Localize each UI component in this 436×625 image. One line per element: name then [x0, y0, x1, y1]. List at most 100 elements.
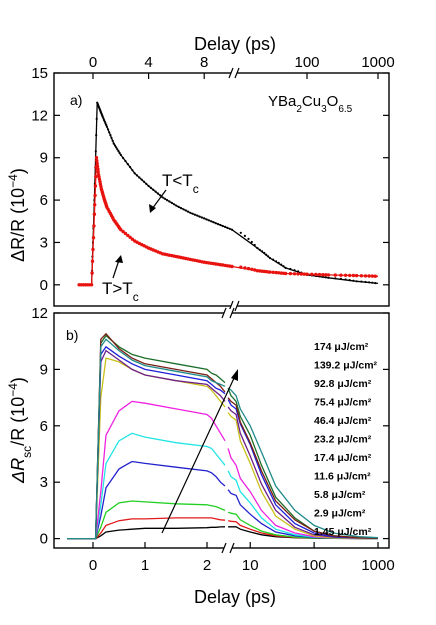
axis-break-mark: [229, 307, 235, 319]
panel-b-y-axis-label: ΔRsc/R (10−4): [6, 377, 34, 484]
data-point: [373, 274, 377, 278]
data-point: [243, 266, 247, 270]
data-point: [177, 205, 180, 208]
data-point: [210, 220, 213, 223]
data-point: [175, 204, 178, 207]
panel-a-frame: [53, 72, 390, 307]
data-point: [314, 272, 318, 277]
data-point: [186, 210, 190, 213]
panel-a-ytick-label: 12: [31, 107, 48, 124]
panel-a-label: a): [70, 92, 82, 108]
data-point: [360, 280, 363, 283]
data-point: [268, 256, 271, 260]
axis-break-gap: [231, 302, 237, 310]
data-point: [147, 184, 150, 188]
fluence-series-long: [227, 397, 379, 539]
axis-break-mark: [221, 542, 227, 554]
legend-entry: 2.9 μJ/cm²: [314, 508, 366, 520]
axis-break-gap: [224, 544, 232, 552]
data-point: [116, 148, 119, 151]
fluence-series-short: [67, 460, 226, 540]
data-point: [138, 176, 141, 179]
data-point: [95, 134, 98, 137]
data-point: [103, 120, 106, 123]
panel-b-series: [67, 332, 379, 540]
panel-a-xtick-label: 8: [200, 54, 208, 71]
data-point: [159, 194, 162, 197]
data-point: [364, 280, 367, 284]
top-x-axis-label: Delay (ps): [194, 34, 276, 54]
legend-entry: 23.2 μJ/cm²: [314, 434, 372, 446]
data-point: [135, 174, 139, 177]
axis-break-mark: [228, 67, 234, 79]
data-point: [351, 273, 356, 278]
legend-entry: 1.45 μJ/cm²: [314, 526, 372, 538]
fluence-series-short: [67, 349, 226, 540]
data-point: [221, 224, 224, 228]
data-point: [140, 178, 143, 181]
panel-a-ytick-label: 0: [40, 277, 48, 294]
data-point: [343, 273, 348, 277]
data-point: [292, 272, 297, 276]
data-point: [156, 192, 159, 195]
panel-b-xtick-label: 2: [203, 557, 211, 574]
data-point: [219, 223, 222, 227]
data-point: [297, 270, 300, 273]
panel-a-ytick-label: 9: [40, 150, 48, 167]
fluence-trend-arrow-head: [231, 369, 238, 381]
data-point: [117, 150, 120, 153]
panel-a-xtick-label: 100: [294, 54, 319, 71]
data-point: [359, 274, 364, 278]
data-point: [92, 212, 97, 216]
data-point: [94, 150, 97, 153]
legend-entry: 92.8 μJ/cm²: [314, 378, 372, 390]
data-point: [265, 253, 268, 256]
data-point: [154, 190, 157, 193]
data-point: [133, 172, 136, 175]
data-point: [166, 199, 169, 202]
panel-a-ytick-label: 6: [40, 192, 48, 209]
panel-b-ytick-label: 3: [40, 474, 48, 491]
annotation-above-tc: T>Tc: [102, 279, 139, 304]
data-point: [296, 272, 300, 276]
panel-a-xtick-label: 4: [144, 54, 152, 71]
fluence-series-short: [67, 517, 226, 540]
data-point: [94, 156, 99, 160]
data-point: [263, 251, 266, 255]
axis-break-gap: [231, 69, 237, 77]
data-point: [107, 128, 110, 131]
data-point: [250, 240, 253, 244]
data-point: [112, 142, 115, 145]
data-point: [370, 274, 375, 278]
fluence-series-long: [227, 387, 379, 539]
data-point: [339, 273, 343, 277]
panel-b-frame: [53, 312, 390, 549]
data-point: [93, 203, 97, 207]
panel-b-xtick-label: 0: [89, 557, 97, 574]
data-point: [321, 273, 325, 277]
data-point: [310, 272, 314, 276]
data-point: [109, 134, 112, 137]
panel-a-ytick-label: 15: [31, 65, 48, 82]
material-label: YBa2Cu3O6.5: [268, 93, 353, 115]
legend-entry: 75.4 μJ/cm²: [314, 397, 372, 409]
data-point: [275, 260, 278, 263]
data-point: [95, 161, 99, 166]
data-point: [212, 221, 215, 224]
panel-a-y-axis-label: ΔR/R (10−4): [6, 168, 28, 262]
data-point: [324, 276, 327, 279]
data-point: [371, 281, 374, 284]
data-point: [105, 125, 108, 128]
data-point: [142, 180, 146, 183]
data-point: [123, 231, 128, 236]
data-point: [94, 174, 98, 179]
legend-entry: 5.8 μJ/cm²: [314, 489, 366, 501]
panel-b-label: b): [66, 327, 78, 343]
data-point: [129, 166, 132, 169]
data-point: [96, 170, 100, 174]
data-point: [274, 270, 278, 275]
data-point: [230, 228, 234, 231]
